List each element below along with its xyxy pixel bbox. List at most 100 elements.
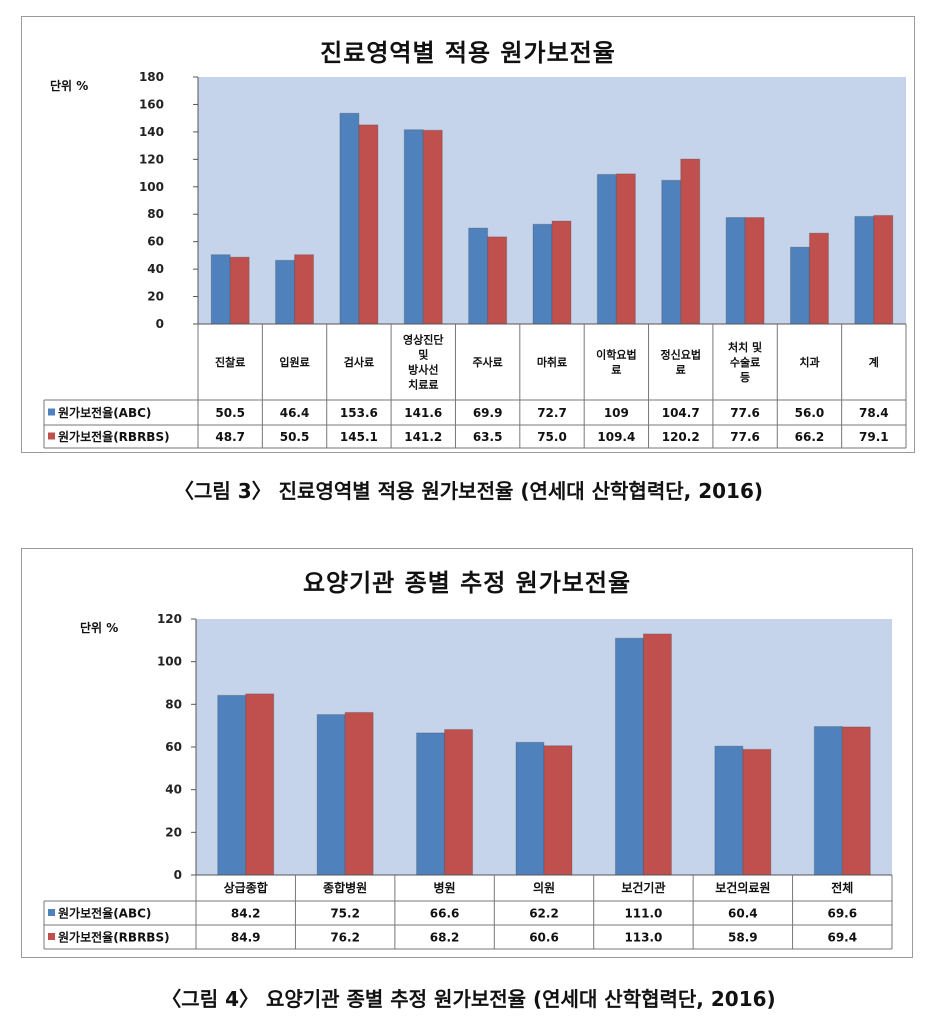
bar-abc [614,637,644,876]
category-label: 진찰료 [215,355,245,369]
y-tick-label: 120 [157,612,182,626]
data-label: 141.6 [404,406,442,420]
bar-abc [661,179,682,325]
data-label: 48.7 [215,430,245,444]
chart-svg: 0 20 40 60 80 100 120 상급종합 종합병원 병원 의원 보건기관 보건의료원 전체원가… [43,612,893,950]
bar-abc [532,223,553,325]
category-label-line: 정신요법 [660,347,700,361]
data-label: 72.7 [537,406,567,420]
category-label-line: 검사료 [344,355,374,369]
bar-rbrbs [487,236,508,325]
y-tick-label: 80 [147,207,164,221]
chart-title: 요양기관 종별 추정 원가보전율 [302,569,632,597]
category-label-line: 처치 및 [728,340,762,354]
category-label-line: 등 [740,371,750,384]
category-label-line: 주사료 [472,355,502,369]
data-label: 84.9 [231,931,261,945]
bar-abc [275,259,296,325]
data-label: 63.5 [473,430,503,444]
data-label: 111.0 [624,907,662,921]
chart-title: 진료영역별 적용 원가보전율 [320,39,616,67]
bar-rbrbs [642,633,672,876]
bar-abc [789,246,810,325]
bar-rbrbs [229,256,250,325]
category-label: 입원료 [279,355,309,369]
category-label: 마취료 [537,355,567,369]
legend-key-abc [48,909,55,916]
category-label: 보건기관 [621,880,665,895]
y-tick-label: 40 [147,262,164,276]
bar-abc [403,129,424,325]
bar-rbrbs [245,693,275,876]
y-tick-label: 100 [139,180,164,194]
bar-abc [339,112,360,325]
data-label: 120.2 [662,430,700,444]
data-label: 68.2 [430,931,460,945]
category-label: 의원 [533,880,555,895]
data-label: 50.5 [280,430,310,444]
data-label: 69.9 [473,406,503,420]
category-label-line: 방사선 [408,362,438,376]
series-name: 원가보전율(RBRBS) [58,930,170,945]
category-label: 영상진단 및 방사선 치료료 [403,332,443,391]
data-label: 145.1 [340,430,378,444]
chart-panel-3: 진료영역별 적용 원가보전율 단위 % 0 20 40 60 80 100 120 140 16… [21,16,915,453]
category-label: 종합병원 [323,880,367,895]
y-tick-label: 20 [147,290,164,304]
data-label: 109.4 [597,430,635,444]
unit-label: 단위 % [50,79,89,93]
chart-panel-4: 요양기관 종별 추정 원가보전율 단위 % 0 20 40 60 80 100 120 상급종… [21,548,913,958]
bar-rbrbs [294,254,315,325]
category-label-line: 계 [869,355,879,369]
bar-rbrbs [615,173,636,325]
y-tick-label: 140 [139,125,164,139]
category-label-line: 료 [676,363,686,376]
bar-rbrbs [551,220,572,325]
category-label: 보건의료원 [715,880,770,895]
bar-abc [813,726,843,876]
category-label-line: 마취료 [537,355,567,369]
y-tick-label: 100 [157,655,182,669]
y-tick-label: 0 [156,317,164,331]
category-label: 주사료 [472,355,502,369]
bar-abc [515,741,545,876]
data-label: 141.2 [404,430,442,444]
data-label: 153.6 [340,406,378,420]
series-name: 원가보전율(RBRBS) [58,429,170,444]
data-label: 77.6 [730,430,760,444]
category-label: 계 [869,355,879,369]
bar-abc [854,215,875,325]
category-label-line: 수술료 [730,356,760,369]
data-label: 69.6 [827,907,857,921]
bar-rbrbs [444,729,474,876]
category-label-line: 치과 [799,355,819,369]
category-label-line: 보건의료원 [715,880,770,895]
y-tick-label: 180 [139,70,164,84]
category-label-line: 치료료 [408,377,438,391]
y-tick-label: 60 [165,740,182,754]
data-label: 56.0 [795,406,825,420]
data-label: 109 [604,406,629,420]
series-name: 원가보전율(ABC) [58,906,151,921]
data-label: 50.5 [215,406,245,420]
bar-abc [468,227,489,325]
y-tick-label: 80 [165,697,182,711]
category-label-line: 병원 [434,880,456,895]
bar-rbrbs [841,726,871,876]
y-tick-label: 40 [165,783,182,797]
bar-rbrbs [680,158,701,325]
category-label-line: 의원 [533,880,555,895]
bar-rbrbs [543,745,573,876]
bar-abc [217,694,247,876]
bar-rbrbs [744,217,765,325]
category-label-line: 전체 [831,880,853,895]
y-tick-label: 0 [174,868,182,882]
category-label-line: 이학요법 [596,347,636,361]
bar-rbrbs [422,129,443,325]
data-label: 84.2 [231,907,261,921]
bar-abc [725,217,746,325]
data-label: 77.6 [730,406,760,420]
chart-svg: 0 20 40 60 80 100 120 140 160 180 진찰료 입원료 검사료 영상진단 및 방사… [43,70,907,449]
data-label: 66.2 [795,430,825,444]
